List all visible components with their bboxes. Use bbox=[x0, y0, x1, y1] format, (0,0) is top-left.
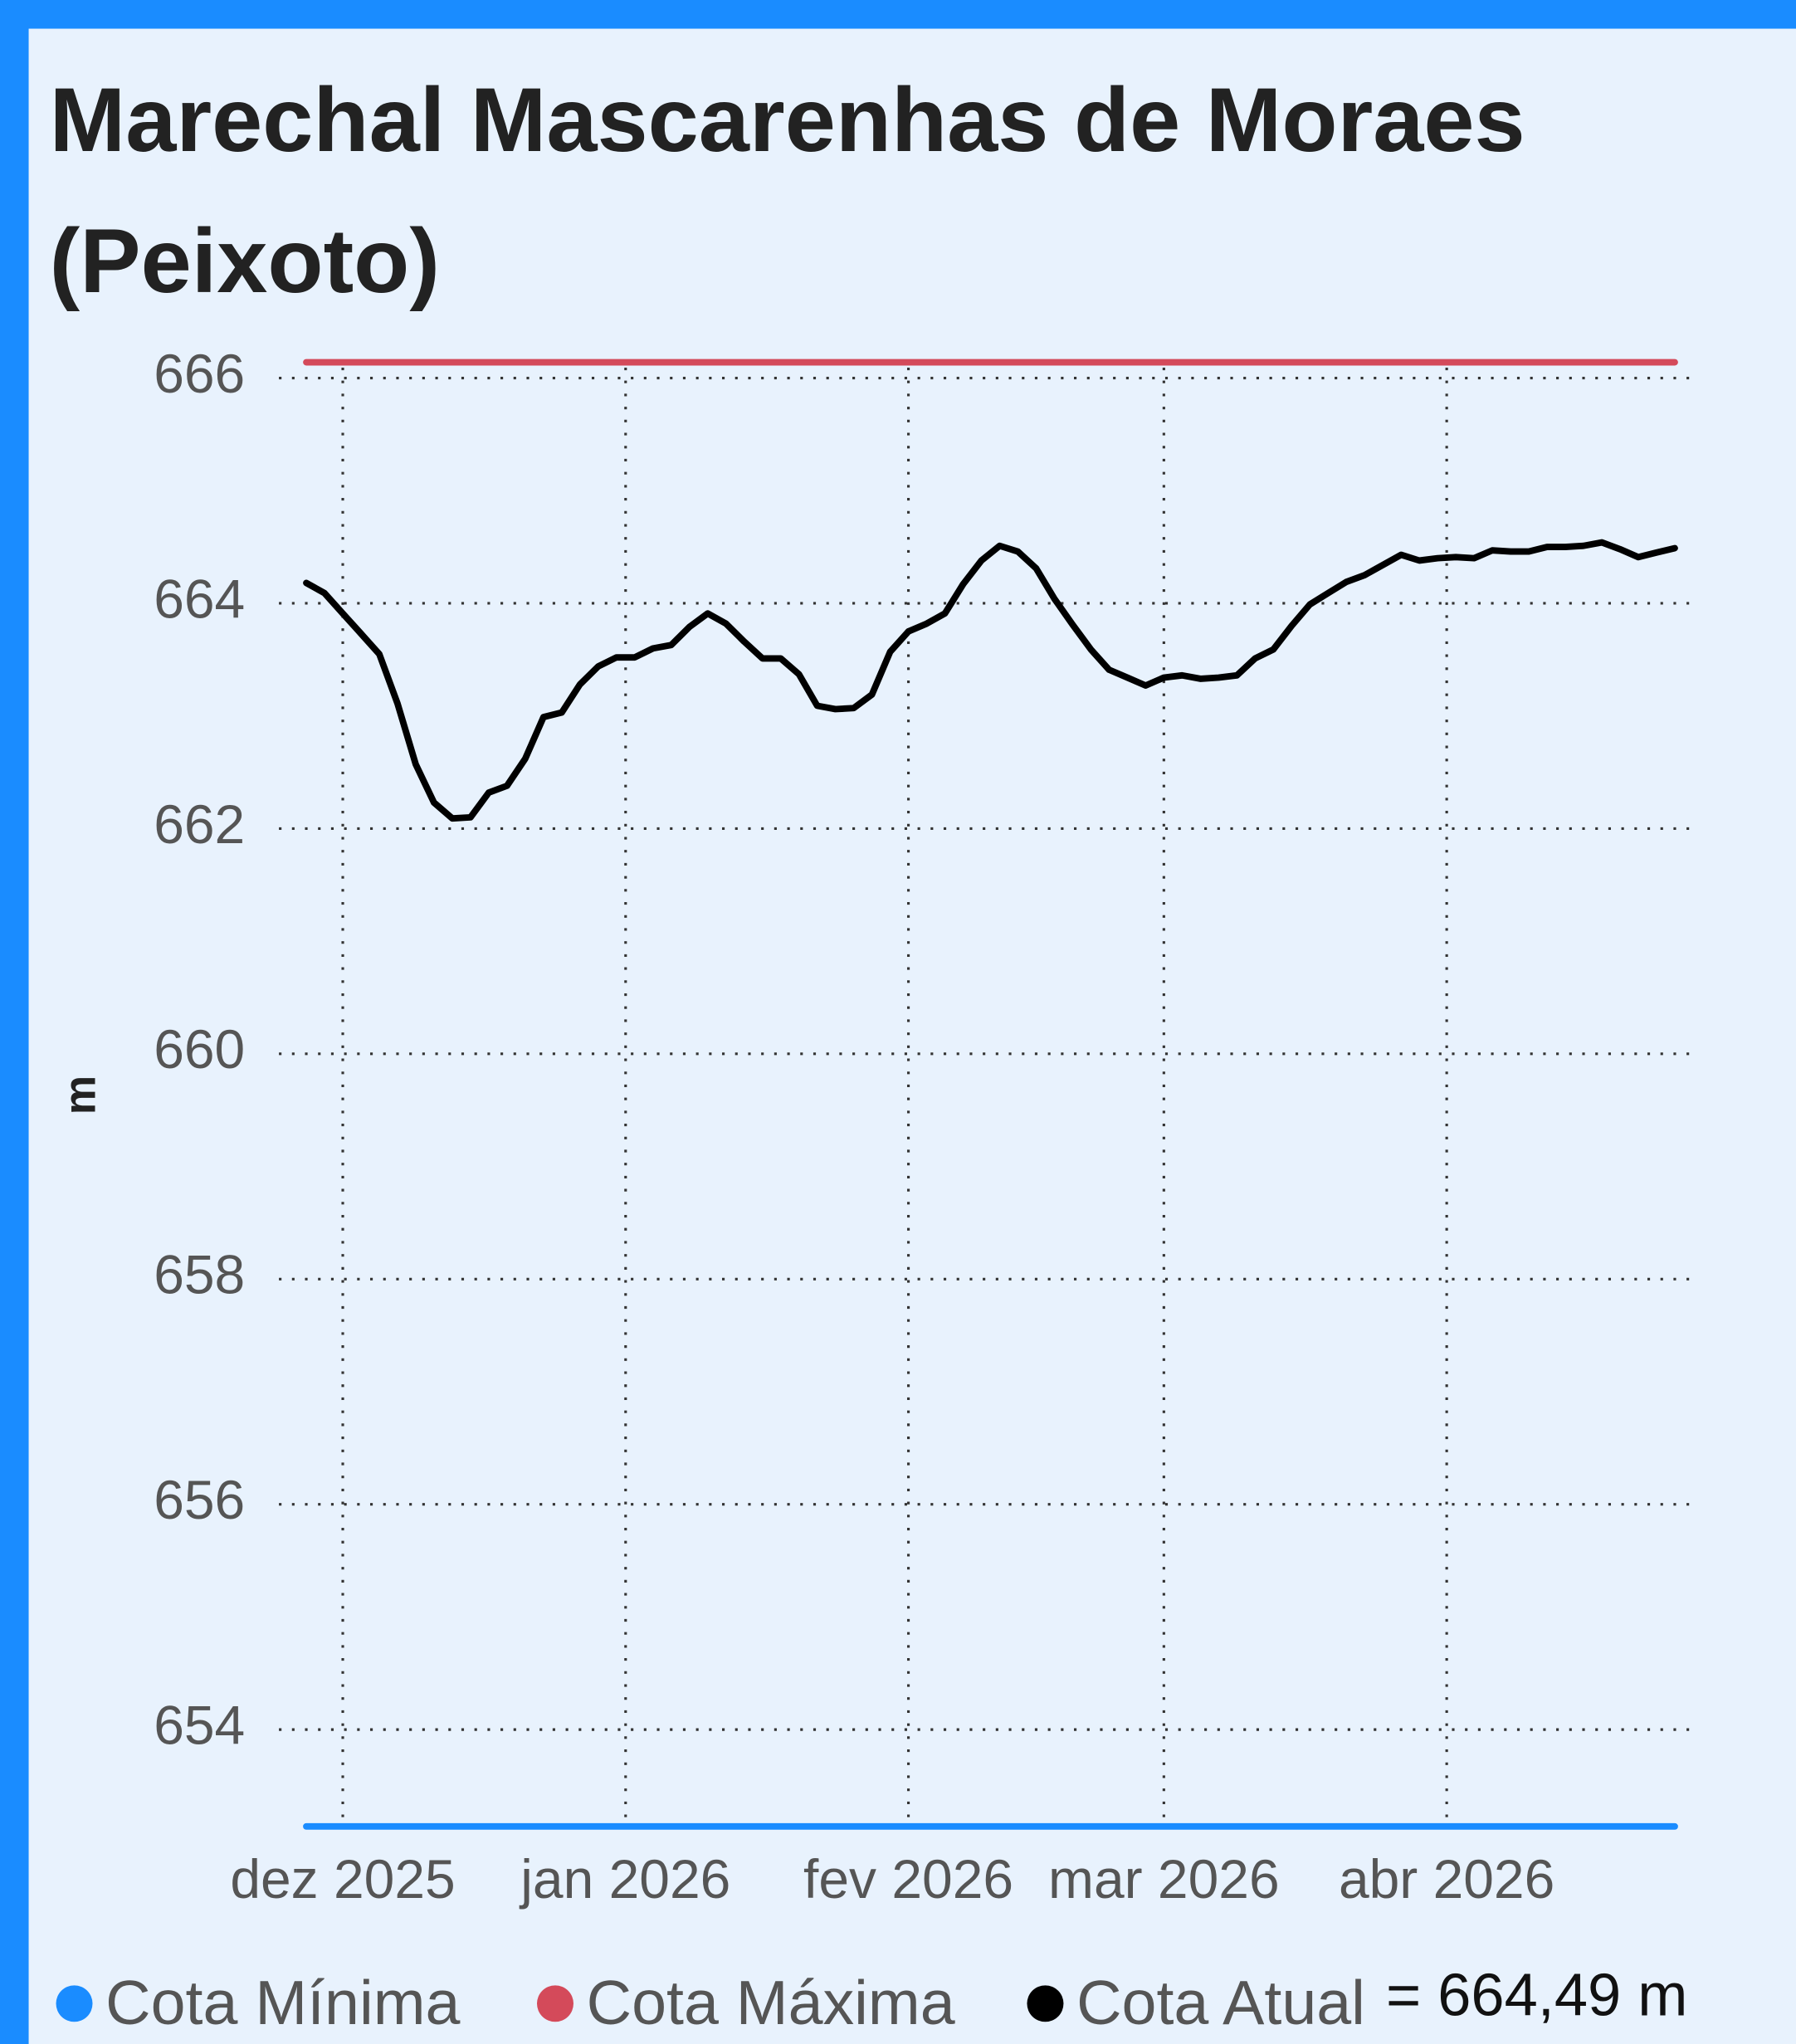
legend-marker bbox=[56, 1985, 93, 2022]
y-tick-label: 664 bbox=[154, 568, 245, 629]
y-tick-label: 658 bbox=[154, 1244, 245, 1305]
y-tick-label: 666 bbox=[154, 343, 245, 404]
y-tick-label: 662 bbox=[154, 793, 245, 855]
legend-label: Cota Atual bbox=[1076, 1968, 1365, 2037]
y-tick-label: 656 bbox=[154, 1469, 245, 1530]
x-tick-label: dez 2025 bbox=[230, 1848, 455, 1910]
legend-label: Cota Mínima bbox=[105, 1968, 460, 2037]
current-value: = 664,49 m bbox=[1386, 1963, 1687, 2029]
y-tick-label: 660 bbox=[154, 1018, 245, 1080]
legend-marker bbox=[537, 1985, 573, 2022]
x-tick-label: abr 2026 bbox=[1339, 1848, 1554, 1910]
x-tick-label: mar 2026 bbox=[1048, 1848, 1280, 1910]
series-line bbox=[303, 539, 1678, 822]
y-tick-label: 654 bbox=[154, 1695, 245, 1756]
x-tick-label: jan 2026 bbox=[519, 1848, 730, 1910]
y-axis-label: m bbox=[56, 1076, 105, 1115]
x-tick-label: fev 2026 bbox=[803, 1848, 1013, 1910]
legend-label: Cota Máxima bbox=[587, 1968, 955, 2037]
legend-marker bbox=[1027, 1985, 1064, 2022]
chart-title: Marechal Mascarenhas de Moraes (Peixoto) bbox=[49, 69, 1525, 312]
